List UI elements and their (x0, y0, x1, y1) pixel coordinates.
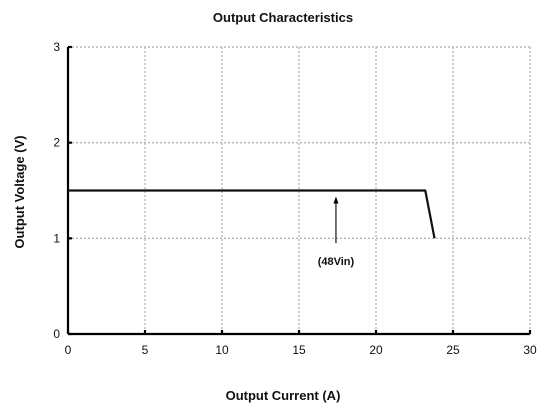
annotation-label: (48Vin) (318, 256, 355, 268)
x-tick-label: 25 (446, 343, 460, 357)
x-axis-label: Output Current (A) (226, 388, 341, 403)
x-tick-label: 0 (65, 343, 72, 357)
series (68, 189, 436, 239)
grid (68, 46, 531, 334)
series-line (68, 189, 436, 239)
x-tick-label: 5 (142, 343, 149, 357)
annotations: (48Vin) (318, 196, 355, 268)
tick-labels: 0 5 10 15 20 25 30 0 1 2 3 (53, 40, 537, 357)
y-tick-label: 3 (53, 40, 60, 54)
y-tick-label: 0 (53, 327, 60, 341)
annotation-arrow-head (333, 196, 339, 204)
y-tick-label: 2 (53, 136, 60, 150)
y-tick-label: 1 (53, 231, 60, 245)
chart-title: Output Characteristics (213, 10, 353, 25)
y-axis-label: Output Voltage (V) (12, 135, 27, 248)
x-tick-label: 20 (369, 343, 383, 357)
x-tick-label: 30 (523, 343, 537, 357)
x-tick-label: 15 (292, 343, 306, 357)
x-tick-label: 10 (215, 343, 229, 357)
